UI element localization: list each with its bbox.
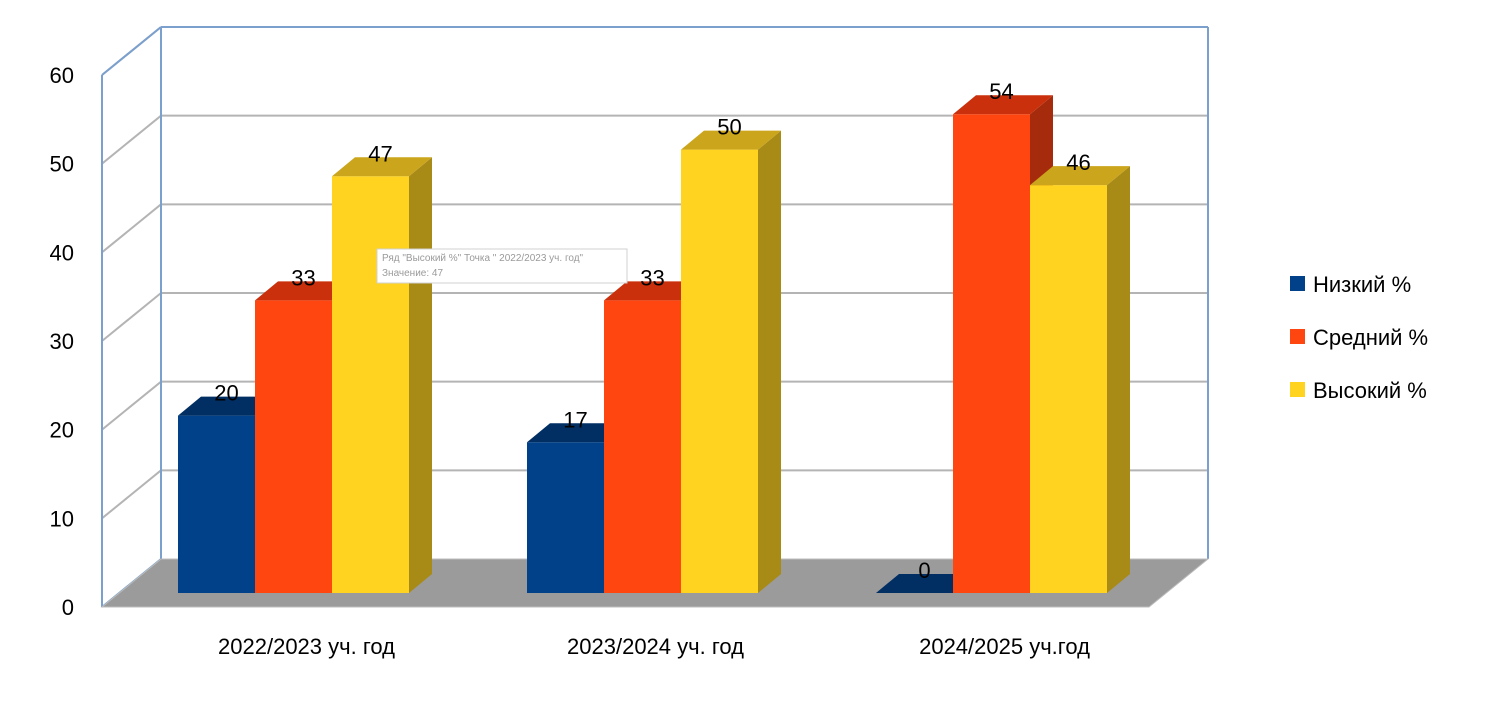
data-label: 20 [214, 381, 238, 406]
y-tick-label: 0 [62, 595, 74, 620]
gridline-side [101, 380, 162, 431]
bar-top[interactable] [527, 423, 627, 443]
data-label: 17 [563, 407, 587, 432]
data-label: 33 [291, 265, 315, 290]
y-tick-label: 50 [50, 152, 74, 177]
bar-front[interactable] [527, 442, 604, 593]
y-tick-label: 60 [50, 63, 74, 88]
legend-swatch [1290, 382, 1305, 397]
y-tick-label: 40 [50, 240, 74, 265]
data-label: 50 [717, 115, 741, 140]
data-label: 54 [989, 79, 1013, 104]
bar-front[interactable] [332, 176, 409, 593]
y-axis-ticks: 0 10 20 30 40 50 60 [50, 63, 74, 620]
bar-top[interactable] [255, 281, 355, 301]
tooltip: Ряд "Высокий %" Точка " 2022/2023 уч. го… [376, 248, 628, 284]
x-category-label: 2024/2025 уч.год [919, 634, 1090, 659]
x-category-label: 2022/2023 уч. год [218, 634, 395, 659]
bar-side[interactable] [409, 157, 432, 593]
legend-swatch [1290, 329, 1305, 344]
tooltip-box [376, 248, 628, 284]
data-label: 0 [918, 558, 930, 583]
y-tick-label: 10 [50, 506, 74, 531]
legend-label: Высокий % [1313, 378, 1427, 403]
gridline-side [101, 203, 162, 254]
bar-top[interactable] [332, 157, 432, 177]
bar-3-cat-2[interactable] [681, 130, 781, 593]
x-axis-categories: 2022/2023 уч. год 2023/2024 уч. год 2024/2… [218, 634, 1090, 659]
bar-1-cat-3[interactable] [876, 574, 976, 593]
bar-top[interactable] [178, 396, 278, 416]
y-tick-label: 30 [50, 329, 74, 354]
wall-edge [101, 26, 162, 76]
data-labels: 20 33 47 17 33 50 0 54 46 [214, 79, 1090, 583]
x-category-label: 2023/2024 уч. год [567, 634, 744, 659]
gridline-side [101, 469, 162, 520]
data-label: 33 [640, 265, 664, 290]
bar-front[interactable] [953, 114, 1030, 593]
data-label: 47 [368, 141, 392, 166]
tooltip-line-1: Ряд "Высокий %" Точка " 2022/2023 уч. го… [382, 253, 584, 264]
bar-3-cat-1[interactable] [332, 157, 432, 593]
bar-top[interactable] [1030, 166, 1130, 186]
data-label: 46 [1066, 150, 1090, 175]
bar-front[interactable] [1030, 185, 1107, 593]
bar-top[interactable] [953, 95, 1053, 115]
bar-top[interactable] [876, 574, 976, 593]
bar-front[interactable] [255, 300, 332, 593]
bar-front[interactable] [681, 149, 758, 593]
y-tick-label: 20 [50, 418, 74, 443]
bar-top[interactable] [681, 130, 781, 150]
gridline-side [101, 292, 162, 342]
bar-3-cat-3[interactable] [1030, 166, 1130, 593]
bars-group [178, 95, 1130, 593]
bar-front[interactable] [178, 415, 255, 593]
bar-side[interactable] [758, 130, 781, 593]
legend-swatch [1290, 276, 1305, 291]
tooltip-line-2: Значение: 47 [382, 268, 443, 279]
bar-side[interactable] [1107, 166, 1130, 593]
bar-front[interactable] [604, 300, 681, 593]
legend-label: Низкий % [1313, 272, 1411, 297]
legend-label: Средний % [1313, 325, 1428, 350]
legend: Низкий % Средний % Высокий % [1290, 272, 1428, 403]
gridline-side [101, 114, 162, 165]
bar-top[interactable] [604, 281, 704, 301]
